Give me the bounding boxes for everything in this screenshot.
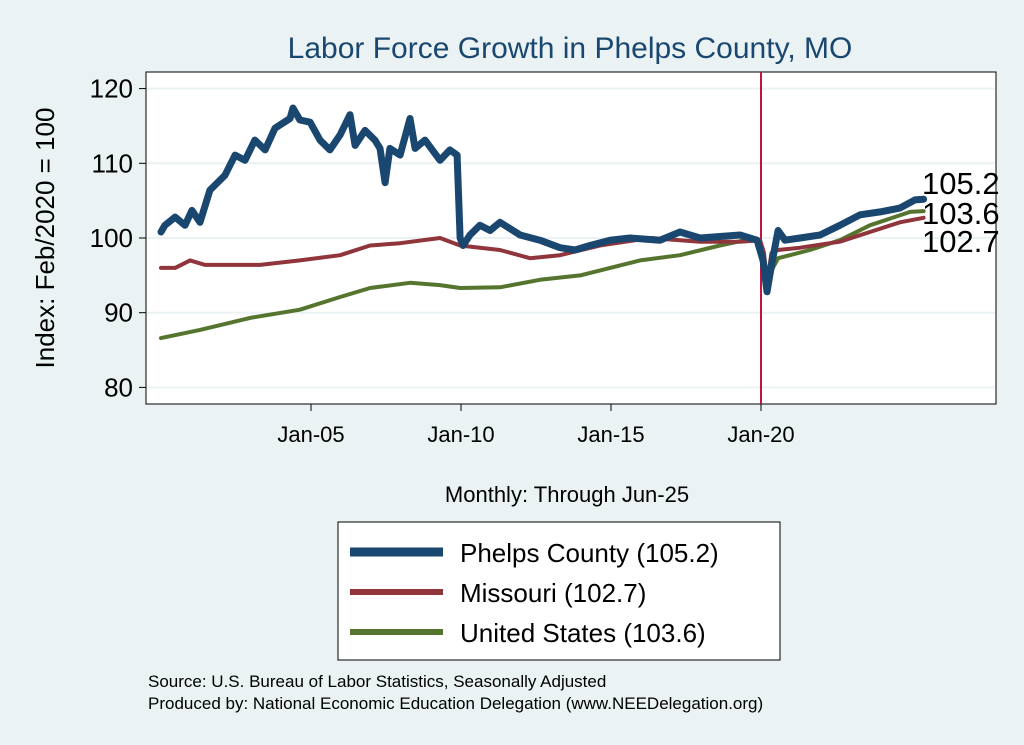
y-tick-label: 90 [104,298,133,328]
y-tick-label: 120 [90,74,133,104]
chart-title: Labor Force Growth in Phelps County, MO [288,32,853,65]
x-tick-label: Jan-20 [727,422,794,447]
x-tick-label: Jan-15 [577,422,644,447]
series-line [159,209,926,341]
y-axis-label: Index: Feb/2020 = 100 [30,108,60,369]
x-tick-label: Jan-10 [427,422,494,447]
y-tick-label: 110 [92,148,133,178]
series-line [157,104,928,296]
produced-by-note: Produced by: National Economic Education… [148,694,763,713]
legend-label: Missouri (102.7) [460,578,646,608]
source-note: Source: U.S. Bureau of Labor Statistics,… [148,672,606,691]
x-tick-label: Jan-05 [277,422,344,447]
end-value-label: 105.2 [922,166,1000,201]
x-axis-label: Monthly: Through Jun-25 [445,482,689,507]
legend-label: Phelps County (105.2) [460,538,719,568]
legend-label: United States (103.6) [460,618,706,648]
end-value-label: 103.6 [922,196,1000,231]
legend: Phelps County (105.2) Missouri (102.7) Uni… [337,521,781,661]
y-tick-label: 100 [90,223,133,253]
end-value-label: 102.7 [922,224,1000,259]
y-tick-label: 80 [104,372,133,402]
